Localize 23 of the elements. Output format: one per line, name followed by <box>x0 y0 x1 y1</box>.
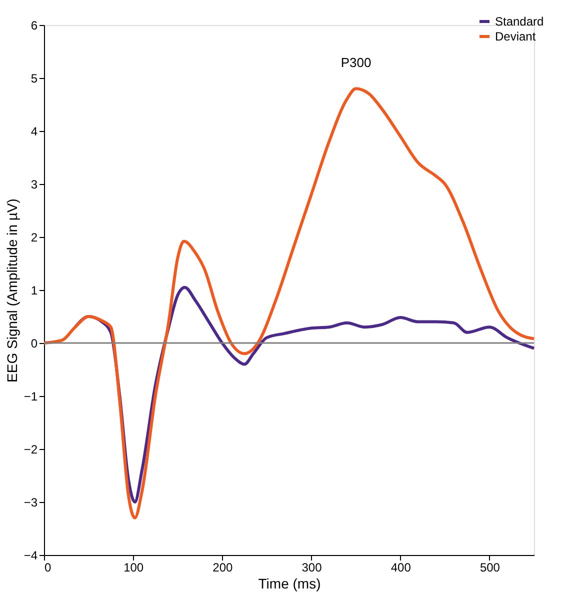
y-tick-label: 3 <box>30 178 38 192</box>
x-tick-label: 400 <box>390 560 412 574</box>
y-tick-label: 5 <box>30 72 38 86</box>
x-tick-label: 500 <box>480 560 500 574</box>
y-tick-label: −3 <box>24 496 38 510</box>
line-series <box>42 87 536 520</box>
y-axis-title: EEG Signal (Amplitude in µV) <box>4 198 20 382</box>
legend-label: Standard <box>495 14 544 28</box>
y-tick-label: −4 <box>24 548 38 562</box>
annotation: P300 <box>340 55 372 70</box>
y-tick-label: −1 <box>24 390 38 404</box>
x-tick-label: 0 <box>44 560 52 574</box>
y-tick-label: 2 <box>30 230 38 244</box>
x-tick-label: 100 <box>124 560 144 574</box>
y-tick-label: 0 <box>30 336 38 350</box>
x-tick-label: 300 <box>302 560 322 574</box>
x-tick-label: 200 <box>212 560 234 574</box>
y-tick-label: 6 <box>30 18 38 32</box>
legend-label: Deviant <box>495 30 536 44</box>
y-tick-label: −2 <box>24 442 38 456</box>
y-tick-label: 1 <box>30 284 38 298</box>
x-axis-title: Time (ms) <box>258 576 321 592</box>
y-tick-label: 4 <box>30 124 38 138</box>
